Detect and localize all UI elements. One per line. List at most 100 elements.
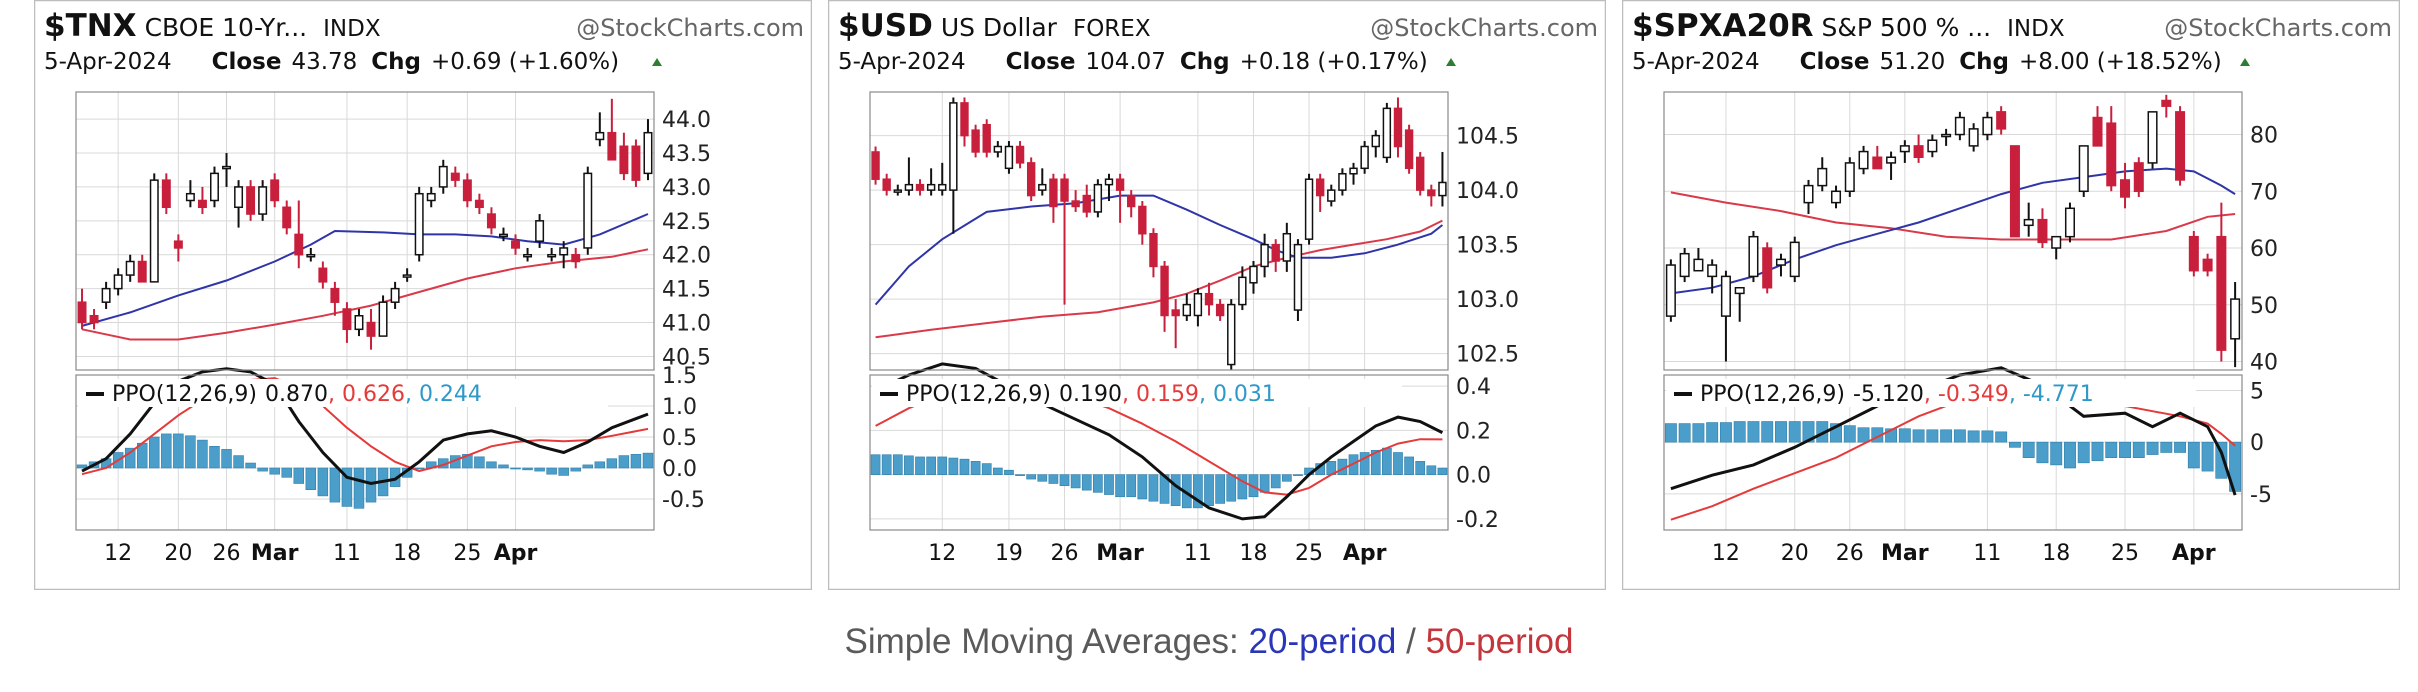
candle-body — [1260, 243, 1269, 268]
ppo-hist-bar — [1093, 474, 1103, 493]
ppo-hist-bar — [1678, 423, 1691, 443]
caption-sma20: 20-period — [1248, 622, 1397, 661]
ppo-tick-label: 1.5 — [662, 364, 697, 389]
price-tick-label: 40.5 — [662, 345, 711, 370]
instrument-name: US Dollar — [941, 13, 1058, 42]
ppo-hist-bar — [1215, 474, 1225, 504]
candle-body — [2147, 111, 2158, 164]
candle-body — [1693, 258, 1704, 272]
symbol-label: $TNX — [44, 8, 137, 44]
price-grid — [76, 92, 654, 530]
candle-body — [1204, 292, 1214, 306]
candle-body — [1858, 150, 1869, 170]
ppo-hist-bar — [281, 467, 292, 478]
chart-header: $USD US Dollar FOREX — [838, 8, 1151, 44]
price-tick-label: 43.5 — [662, 142, 711, 167]
symbol-label: $SPXA20R — [1632, 8, 1814, 44]
candle-body — [871, 151, 880, 180]
close-value: 51.20 — [1879, 49, 1945, 75]
candles — [1665, 94, 2241, 368]
candle-body — [1149, 232, 1158, 268]
ppo-panel-border — [1663, 374, 2243, 531]
candle-body — [607, 131, 617, 161]
candle-body — [2216, 235, 2227, 351]
ppo-value: 0.870 — [265, 382, 328, 407]
candle-body — [882, 178, 891, 191]
candle-body — [1227, 303, 1236, 366]
quote-date: 5-Apr-2024 — [1632, 49, 1760, 75]
ppo-hist-bar — [1037, 474, 1048, 482]
ppo-hist-bar — [1898, 428, 1911, 443]
time-tick-label: 18 — [1239, 541, 1267, 566]
candle-body — [1360, 145, 1369, 170]
candle-body — [1349, 167, 1358, 175]
candle-body — [1304, 178, 1314, 240]
candle-body — [366, 321, 376, 337]
ppo-signal-value: , -0.349 — [1924, 382, 2009, 407]
tnx-chart: $TNX CBOE 10-Yr... INDX @StockCharts.com 5-A… — [34, 0, 812, 590]
ppo-hist-bar — [606, 458, 618, 469]
candle-body — [2051, 235, 2062, 249]
candle-body — [1026, 162, 1036, 197]
ppo-hist-bar — [1115, 474, 1125, 498]
close-label: Close — [212, 49, 282, 75]
spxa20r-chart: $SPXA20R S&P 500 % ... INDX @StockCharts.co… — [1622, 0, 2400, 590]
candle-body — [1049, 178, 1058, 208]
candle-body — [1127, 194, 1136, 208]
ppo-hist-bar — [365, 467, 377, 503]
time-tick-label: 12 — [928, 541, 956, 566]
ppo-hist-bar — [269, 467, 280, 475]
time-tick-label: Apr — [2172, 541, 2216, 566]
candle-body — [938, 183, 947, 191]
price-tick-label: 102.5 — [1456, 343, 1519, 368]
ppo-hist-bar — [1843, 425, 1856, 443]
ppo-hist-bar — [1193, 474, 1203, 509]
panel-frame — [1622, 0, 2400, 590]
time-tick-label: 26 — [1836, 541, 1864, 566]
ppo-signal-value: , 0.626 — [328, 382, 405, 407]
candle-body — [1215, 303, 1225, 317]
ppo-hist-bar — [1004, 469, 1014, 475]
ppo-label: PPO(12,26,9) — [112, 382, 257, 407]
change-label: Chg — [371, 49, 421, 75]
instrument-name: CBOE 10-Yr... — [145, 13, 308, 42]
ppo-tick-label: 0.2 — [1456, 419, 1491, 444]
candle-body — [595, 131, 605, 141]
candle-body — [583, 172, 593, 249]
price-tick-label: 50 — [2250, 294, 2278, 319]
ppo-hist-bar — [462, 454, 473, 469]
quote-line: 5-Apr-2024 Close 104.07 Chg +0.18 (+0.17%) — [838, 49, 1428, 75]
ppo-hist-bar — [1692, 423, 1705, 443]
candle-body — [971, 129, 980, 153]
ppo-hist-bar — [970, 461, 981, 475]
candle-body — [1393, 107, 1403, 148]
price-panel-border — [869, 91, 1449, 371]
candle-body — [197, 199, 207, 209]
candle-body — [414, 192, 424, 256]
ppo-hist-value: , 0.244 — [405, 382, 482, 407]
candle-body — [915, 183, 925, 191]
candle-body — [1817, 167, 1828, 187]
ppo-hist-bar — [1137, 474, 1148, 500]
candle-body — [1789, 241, 1800, 278]
chart-panel-usd: $USD US Dollar FOREX @StockCharts.com 5-Apr-… — [828, 0, 1606, 590]
ppo-hist-bar — [1081, 474, 1092, 491]
sma20-line — [81, 213, 649, 327]
ppo-legend: PPO(12,26,9) 0.870, 0.626, 0.244 — [112, 382, 482, 407]
ppo-hist-bar — [992, 467, 1003, 475]
candle-body — [185, 192, 195, 202]
time-tick-label: 11 — [333, 541, 361, 566]
candle-body — [294, 233, 304, 256]
price-tick-label: 40 — [2250, 350, 2278, 375]
candle-body — [2120, 179, 2131, 198]
candle-body — [559, 247, 569, 256]
ppo-signal-value: , 0.159 — [1122, 382, 1199, 407]
price-tick-label: 104.5 — [1456, 125, 1519, 150]
ppo-value: -5.120 — [1853, 382, 1924, 407]
ppo-hist-value: , 0.031 — [1199, 382, 1276, 407]
price-panel-border — [75, 91, 655, 371]
candle-body — [2133, 162, 2144, 193]
candle-body — [378, 301, 388, 337]
ppo-hist-bar — [1940, 429, 1953, 443]
change-label: Chg — [1180, 49, 1230, 75]
